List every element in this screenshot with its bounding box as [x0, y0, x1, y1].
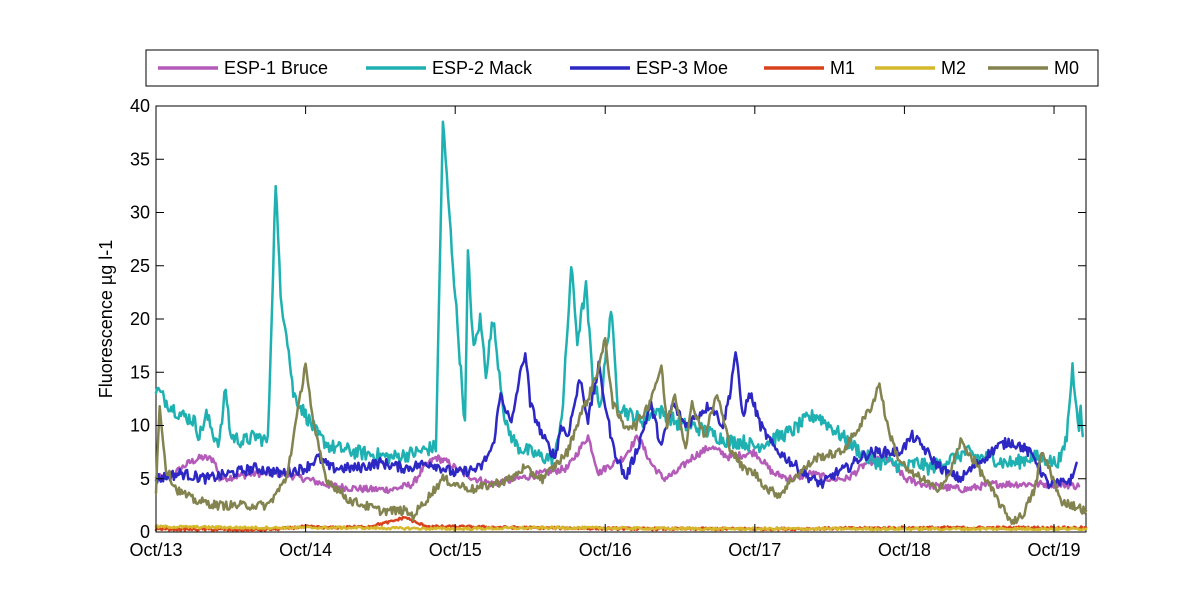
y-axis-title: Fluorescence µg l-1 [96, 240, 116, 398]
x-tick-label: Oct/13 [129, 540, 182, 560]
y-tick-label: 40 [130, 96, 150, 116]
series-line-m0 [154, 336, 1088, 525]
x-tick-label: Oct/19 [1028, 540, 1081, 560]
x-axis: Oct/13 Oct/14 Oct/15 Oct/16 Oct/17 Oct/18 Oct/… [129, 106, 1081, 560]
series-layer [154, 120, 1088, 533]
series-line-esp-2-mack [154, 120, 1084, 476]
legend-label: ESP-2 Mack [432, 58, 533, 78]
y-axis: 0 5 10 15 20 25 30 35 40 [130, 96, 1086, 542]
x-tick-label: Oct/14 [279, 540, 332, 560]
x-tick-label: Oct/16 [579, 540, 632, 560]
legend-label: M2 [941, 58, 966, 78]
series-line-esp-3-moe [154, 351, 1078, 490]
y-tick-label: 10 [130, 416, 150, 436]
y-tick-label: 35 [130, 149, 150, 169]
series-line-m2 [154, 524, 1088, 532]
y-tick-label: 5 [140, 469, 150, 489]
y-tick-label: 0 [140, 522, 150, 542]
y-tick-label: 20 [130, 309, 150, 329]
y-tick-label: 25 [130, 256, 150, 276]
legend-label: ESP-1 Bruce [224, 58, 328, 78]
legend-label: ESP-3 Moe [636, 58, 728, 78]
legend-label: M0 [1054, 58, 1079, 78]
y-tick-label: 15 [130, 362, 150, 382]
x-tick-label: Oct/18 [878, 540, 931, 560]
x-tick-label: Oct/15 [429, 540, 482, 560]
legend: ESP-1 Bruce ESP-2 Mack ESP-3 Moe M1 M2 M0 [145, 49, 1099, 87]
x-tick-label: Oct/17 [728, 540, 781, 560]
y-tick-label: 30 [130, 203, 150, 223]
legend-label: M1 [830, 58, 855, 78]
